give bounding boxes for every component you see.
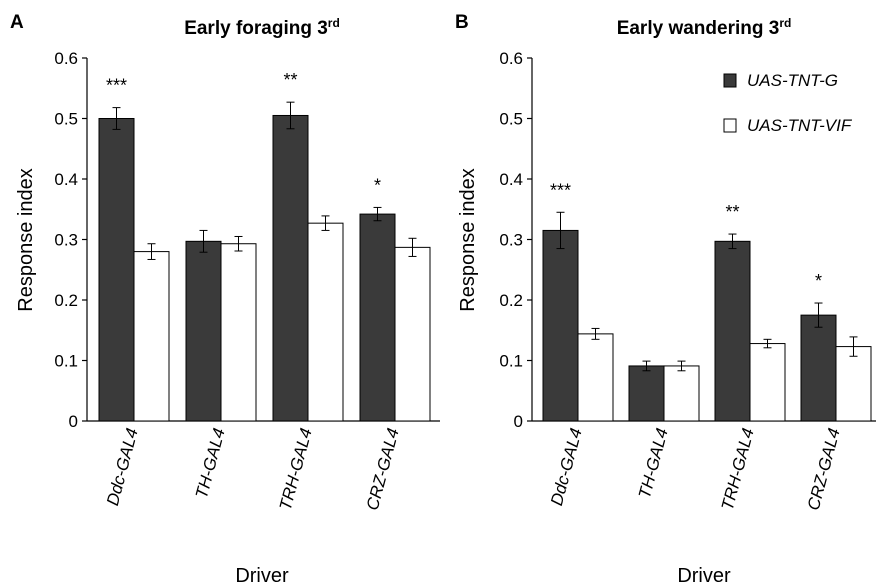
y-tick-label: 0.5 bbox=[54, 110, 78, 129]
legend-label: UAS-TNT-G bbox=[747, 71, 838, 90]
y-tick-label: 0.6 bbox=[499, 49, 523, 68]
significance-marker: *** bbox=[550, 180, 571, 200]
bar-tnt-g bbox=[98, 118, 135, 422]
y-tick-label: 0.1 bbox=[499, 352, 523, 371]
y-tick-label: 0.2 bbox=[499, 291, 523, 310]
y-tick-label: 0.4 bbox=[54, 170, 78, 189]
bar-tnt-g bbox=[185, 240, 222, 422]
bar-tnt-g bbox=[714, 240, 751, 422]
chart-title-superscript: rd bbox=[779, 16, 791, 30]
bar-tnt-vif bbox=[663, 365, 700, 422]
chart-title-main: Early wandering 3 bbox=[617, 18, 780, 39]
significance-marker: * bbox=[815, 271, 822, 291]
panel-b: B Early wandering 3rd 0 0.1 0.2 0.3 0.4 0.5 0.6 R… bbox=[455, 12, 876, 587]
chart-title-superscript: rd bbox=[328, 16, 340, 30]
bar-tnt-g bbox=[628, 365, 665, 422]
y-tick-label: 0.6 bbox=[54, 49, 78, 68]
legend-swatch bbox=[723, 118, 737, 133]
y-tick-label: 0.3 bbox=[54, 231, 78, 250]
panel-letter: B bbox=[455, 12, 469, 33]
bar-tnt-g bbox=[272, 114, 309, 422]
bar-tnt-vif bbox=[133, 251, 170, 422]
chart-title: Early wandering 3rd bbox=[617, 16, 792, 39]
category-label: Ddc-GAL4 bbox=[103, 426, 142, 508]
category-label: TRH-GAL4 bbox=[276, 426, 316, 512]
category-label: TH-GAL4 bbox=[635, 426, 672, 500]
significance-marker: ** bbox=[283, 70, 297, 90]
chart-title: Early foraging 3rd bbox=[184, 16, 340, 39]
category-label: CRZ-GAL4 bbox=[363, 426, 403, 512]
y-axis-label: Response index bbox=[457, 168, 479, 311]
significance-marker: ** bbox=[725, 202, 739, 222]
legend-swatch bbox=[723, 73, 737, 88]
y-tick-label: 0.5 bbox=[499, 110, 523, 129]
bar-tnt-vif bbox=[835, 346, 872, 422]
y-tick-label: 0 bbox=[514, 412, 523, 431]
y-tick-label: 0.3 bbox=[499, 231, 523, 250]
y-tick-label: 0.1 bbox=[54, 352, 78, 371]
bar-tnt-vif bbox=[394, 246, 431, 422]
bar-tnt-vif bbox=[577, 333, 614, 422]
bar-tnt-g bbox=[800, 314, 837, 422]
category-label: TH-GAL4 bbox=[192, 426, 229, 500]
chart-title-main: Early foraging 3 bbox=[184, 18, 328, 39]
bar-tnt-vif bbox=[749, 343, 786, 422]
bar-tnt-vif bbox=[220, 243, 257, 422]
legend-label: UAS-TNT-VIF bbox=[747, 116, 853, 135]
category-label: TRH-GAL4 bbox=[718, 426, 758, 512]
category-label: CRZ-GAL4 bbox=[804, 426, 844, 512]
category-label: Ddc-GAL4 bbox=[547, 426, 586, 508]
y-tick-label: 0.4 bbox=[499, 170, 523, 189]
y-tick-label: 0.2 bbox=[54, 291, 78, 310]
significance-marker: * bbox=[374, 175, 381, 195]
bar-tnt-g bbox=[359, 213, 396, 422]
panel-letter: A bbox=[10, 12, 24, 33]
panel-a: A Early foraging 3rd 0 0.1 0.2 0.3 0.4 0.5 0.6 Re… bbox=[10, 12, 440, 587]
y-axis-label: Response index bbox=[15, 168, 37, 311]
x-axis-label: Driver bbox=[235, 565, 289, 587]
bar-tnt-g bbox=[542, 229, 579, 422]
x-axis-label: Driver bbox=[677, 565, 731, 587]
bar-tnt-vif bbox=[307, 222, 344, 422]
significance-marker: *** bbox=[106, 76, 127, 96]
y-tick-label: 0 bbox=[69, 412, 78, 431]
